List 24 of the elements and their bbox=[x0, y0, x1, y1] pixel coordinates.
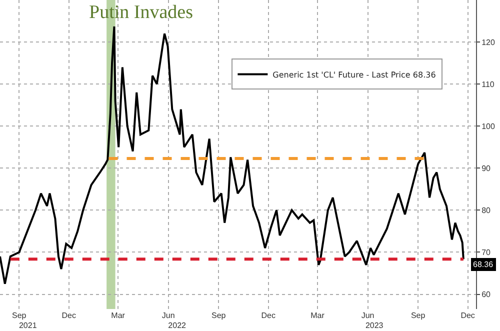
y-tick-label: 110 bbox=[482, 80, 495, 89]
y-tick-label: 70 bbox=[482, 248, 492, 258]
x-tick-label: Sep bbox=[12, 311, 27, 320]
x-tick-label: Sep bbox=[410, 311, 426, 320]
y-tick-label: 60 bbox=[482, 290, 492, 300]
x-tick-label: Mar bbox=[310, 311, 325, 320]
x-tick-label: Dec bbox=[261, 311, 276, 320]
x-tick-label: Dec bbox=[62, 311, 76, 320]
annotation: 68.36 bbox=[473, 260, 494, 269]
line-series bbox=[0, 25, 464, 285]
y-tick-label: 100 bbox=[482, 122, 496, 131]
y-tick-label: 90 bbox=[482, 164, 492, 173]
x2-tick-label: 2022 bbox=[168, 321, 187, 330]
band-label: Putin Invades bbox=[89, 2, 193, 23]
x-tick-label: Dec bbox=[460, 311, 475, 320]
x2-tick-label: 2023 bbox=[365, 321, 384, 330]
x-tick-label: Mar bbox=[111, 311, 126, 320]
y-tick-label: 120 bbox=[482, 38, 496, 47]
x-tick-label: Jun bbox=[162, 311, 175, 320]
legend-label: Generic 1st 'CL' Future - Last Price 68.36 bbox=[272, 70, 436, 80]
x2-tick-label: 2021 bbox=[18, 321, 38, 330]
y-tick-label: 80 bbox=[482, 206, 492, 215]
x-tick-label: Jun bbox=[361, 311, 374, 320]
x-tick-label: Sep bbox=[211, 311, 226, 320]
